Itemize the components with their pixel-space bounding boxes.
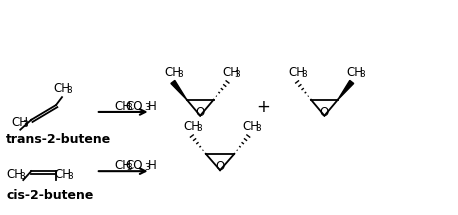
Text: CH: CH: [114, 100, 131, 112]
Text: CO: CO: [126, 100, 143, 112]
Text: 3: 3: [234, 69, 240, 78]
Polygon shape: [171, 80, 187, 100]
Text: 3: 3: [359, 69, 365, 78]
Text: CH: CH: [11, 116, 28, 129]
Text: CH: CH: [54, 82, 71, 95]
Text: CH: CH: [289, 66, 305, 78]
Text: 3: 3: [19, 172, 25, 181]
Text: 3: 3: [145, 163, 150, 172]
Text: CO: CO: [126, 159, 143, 172]
Text: 3: 3: [67, 172, 73, 181]
Text: O: O: [215, 160, 225, 173]
Text: +: +: [256, 98, 270, 116]
Text: CH: CH: [7, 168, 24, 181]
Text: 3: 3: [22, 120, 28, 129]
Text: CH: CH: [183, 120, 200, 133]
Text: cis-2-butene: cis-2-butene: [6, 189, 94, 202]
Text: O: O: [320, 106, 329, 119]
Text: CH: CH: [114, 159, 131, 172]
Text: O: O: [196, 106, 205, 119]
Text: 3: 3: [145, 103, 150, 112]
Text: H: H: [148, 100, 157, 112]
Text: CH: CH: [346, 66, 363, 78]
Text: 3: 3: [196, 124, 202, 133]
Text: CH: CH: [243, 120, 260, 133]
Text: 3: 3: [301, 69, 307, 78]
Text: H: H: [148, 159, 157, 172]
Text: 3: 3: [177, 69, 183, 78]
Text: 3: 3: [127, 163, 132, 172]
Text: 3: 3: [256, 124, 261, 133]
Text: 3: 3: [66, 86, 72, 95]
Text: CH: CH: [222, 66, 239, 78]
Text: CH: CH: [55, 168, 71, 181]
Polygon shape: [338, 80, 354, 100]
Text: CH: CH: [164, 66, 181, 78]
Text: 3: 3: [127, 103, 132, 112]
Text: trans-2-butene: trans-2-butene: [6, 133, 112, 146]
